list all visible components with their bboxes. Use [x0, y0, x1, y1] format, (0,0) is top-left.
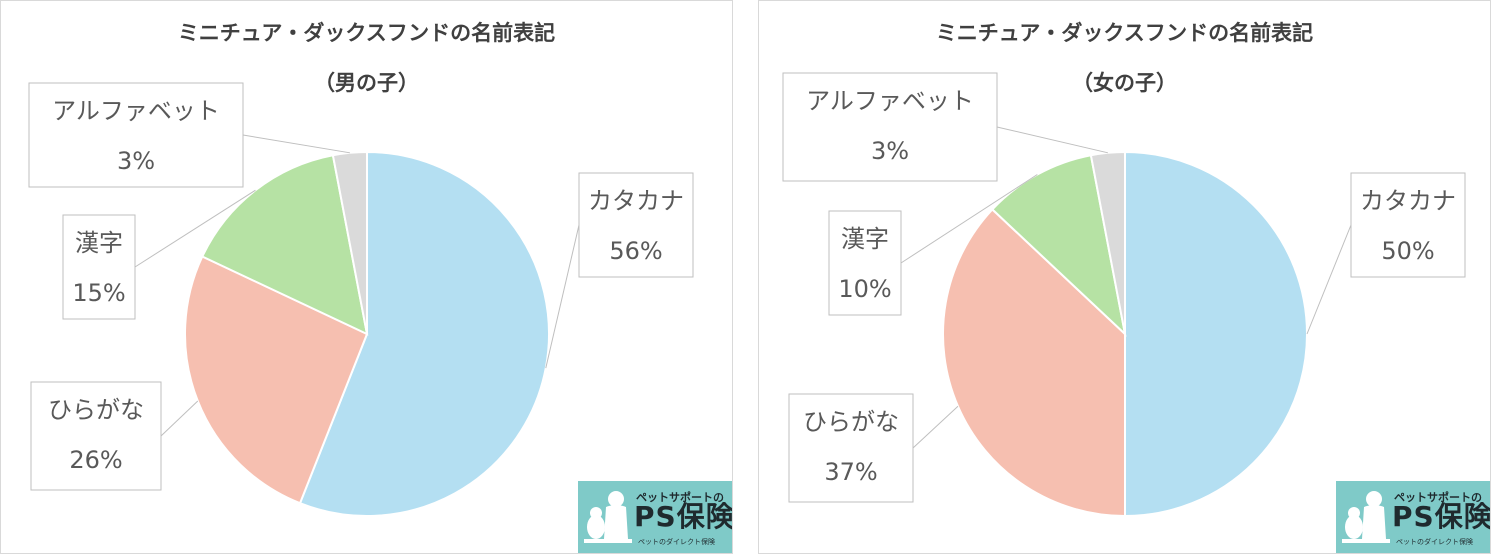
logo-name: PS保険: [634, 500, 732, 533]
slice-label: ひらがな: [803, 408, 899, 436]
slice-label: 漢字: [75, 229, 123, 257]
logo-subline: ペットのダイレクト保険: [1396, 538, 1473, 546]
pie-slice-2: [184, 255, 369, 505]
pet-owner-icon: [584, 491, 632, 543]
pie-chart: カタカナ 50% ひらがな 37% 漢字 10% アルファベット 3%: [782, 72, 1466, 518]
ps-hoken-logo: ペットサポートの PS保険 ペットのダイレクト保険: [578, 481, 732, 553]
slice-value-label: 37%: [824, 458, 877, 486]
leader-line: [1306, 224, 1352, 335]
logo-tagline: ペットサポートの: [1394, 491, 1482, 504]
slice-label: アルファベット: [806, 87, 974, 115]
slice-value-label: 15%: [72, 279, 125, 307]
data-label-box: [28, 82, 244, 188]
leader-line: [242, 134, 350, 154]
ps-hoken-logo: ペットサポートの PS保険 ペットのダイレクト保険: [1336, 481, 1490, 553]
slice-label: カタカナ: [1360, 187, 1456, 215]
slice-label: アルファベット: [52, 97, 220, 125]
slice-value-label: 50%: [1381, 237, 1434, 265]
pet-owner-icon: [1342, 491, 1390, 543]
chart-subtitle: （女の子）: [1072, 71, 1177, 95]
slice-value-label: 3%: [117, 147, 155, 175]
logo-name: PS保険: [1392, 500, 1490, 533]
data-label-box: [828, 210, 902, 316]
slice-label: カタカナ: [588, 187, 684, 215]
data-label-box: [782, 72, 998, 182]
data-label-box: [62, 214, 136, 320]
pie-slice-1: [298, 150, 550, 517]
leader-line: [160, 400, 199, 437]
slice-value-label: 26%: [69, 446, 122, 474]
logo-tagline: ペットサポートの: [636, 491, 724, 504]
logo-subline: ペットのダイレクト保険: [638, 538, 715, 546]
pie-slice-1: [1124, 150, 1308, 518]
slice-value-label: 10%: [838, 275, 891, 303]
leader-line: [900, 174, 1038, 264]
data-label-box: [1350, 172, 1466, 278]
pie-chart: カタカナ 56% ひらがな 26% 漢字 15% アルファベット 3%: [28, 82, 694, 517]
pie-slice-4: [331, 150, 368, 335]
leader-line: [912, 405, 959, 449]
leader-line: [134, 189, 256, 268]
data-label-box: [30, 381, 162, 491]
leader-line: [545, 224, 580, 369]
chart-title: ミニチュア・ダックスフンドの名前表記: [935, 21, 1314, 45]
pie-slice-3: [200, 154, 369, 336]
slice-label: 漢字: [841, 225, 889, 253]
chart-panel-male: ミニチュア・ダックスフンドの名前表記 （男の子） カタカナ 56% ひらがな 26% 漢…: [0, 0, 733, 554]
slice-label: ひらがな: [48, 396, 144, 424]
data-label-box: [578, 172, 694, 278]
slice-value-label: 56%: [609, 237, 662, 265]
leader-line: [996, 126, 1108, 154]
chart-panel-female: ミニチュア・ダックスフンドの名前表記 （女の子） カタカナ 50% ひらがな 37% 漢…: [758, 0, 1491, 554]
slice-value-label: 3%: [871, 137, 909, 165]
chart-title: ミニチュア・ダックスフンドの名前表記: [177, 21, 556, 45]
chart-subtitle: （男の子）: [314, 71, 419, 95]
data-label-box: [788, 393, 914, 503]
pie-slice-4: [1089, 150, 1126, 335]
